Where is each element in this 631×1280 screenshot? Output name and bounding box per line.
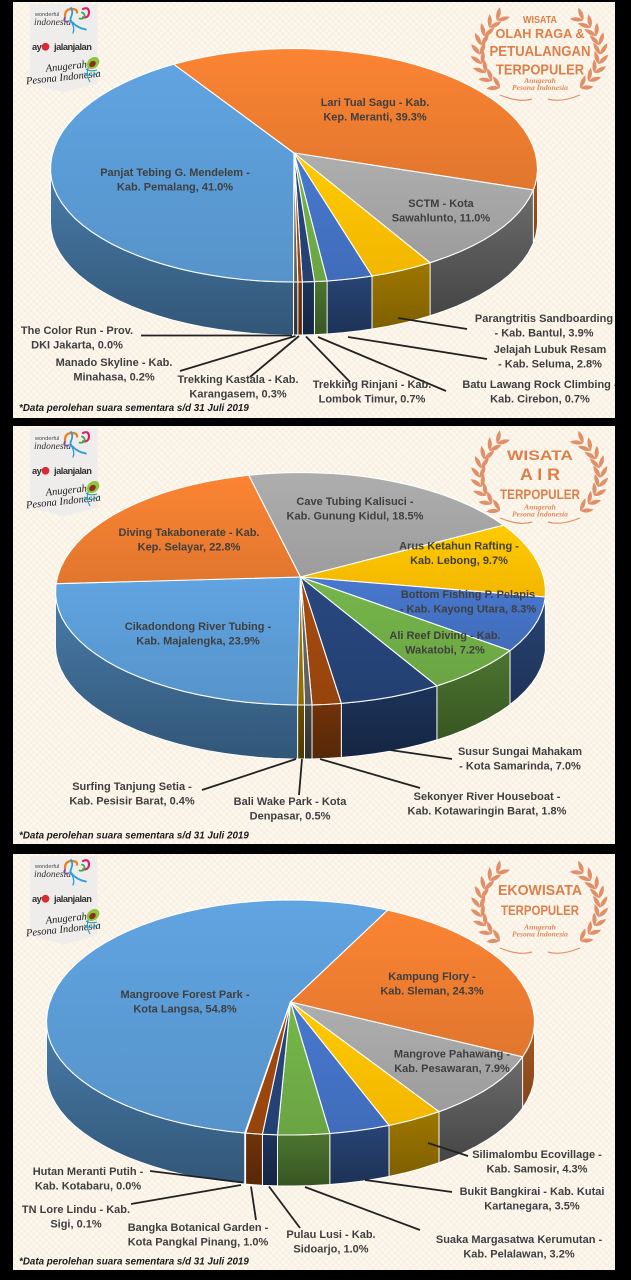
svg-text:Batu Lawang Rock Climbing -Kab: Batu Lawang Rock Climbing -Kab. Cirebon,… — [462, 379, 615, 405]
svg-text:Pulau Lusi - Kab.Sidoarjo, 1.0: Pulau Lusi - Kab. Sidoarjo, 1.0% — [286, 1229, 375, 1255]
svg-text:indonesia: indonesia — [34, 442, 71, 452]
svg-text:TN Lore Lindu - Kab.Sigi, 0.1%: TN Lore Lindu - Kab. Sigi, 0.1% — [22, 1204, 130, 1230]
svg-text:Suaka Margasatwa Kerumutan -Ka: Suaka Margasatwa Kerumutan -Kab. Pelalaw… — [436, 1234, 603, 1260]
svg-text:A I R: A I R — [520, 465, 560, 484]
svg-text:wonderful: wonderful — [34, 864, 59, 870]
svg-text:wonderful: wonderful — [34, 12, 59, 18]
svg-text:TERPOPULER: TERPOPULER — [500, 486, 580, 502]
svg-text:*Data perolehan suara sementar: *Data perolehan suara sementara s/d 31 J… — [19, 403, 249, 414]
svg-text:PETUALANGAN: PETUALANGAN — [490, 44, 591, 60]
svg-text:WISATA: WISATA — [523, 15, 557, 26]
svg-text:jalanjalan: jalanjalan — [53, 466, 92, 476]
svg-text:Pesona Indonesia: Pesona Indonesia — [512, 83, 568, 92]
svg-text:Trekking Rinjani - Kab.Lombok: Trekking Rinjani - Kab. Lombok Timur, 0.7… — [313, 379, 432, 405]
svg-text:jalanjalan: jalanjalan — [53, 42, 92, 52]
svg-text:EKOWISATA: EKOWISATA — [498, 882, 582, 899]
svg-text:OLAH RAGA &: OLAH RAGA & — [496, 26, 585, 41]
svg-text:Jelajah Lubuk Resam- Kab. Selu: Jelajah Lubuk Resam - Kab. Seluma, 2.8% — [494, 344, 607, 370]
svg-text:Parangtritis Sandboarding- Kab: Parangtritis Sandboarding - Kab. Bantul, … — [475, 313, 613, 339]
svg-text:Pesona Indonesia: Pesona Indonesia — [512, 930, 568, 939]
svg-text:Silimalombu Ecovillage -Kab. S: Silimalombu Ecovillage -Kab. Samosir, 4.… — [472, 1149, 602, 1175]
svg-text:Anugerah: Anugerah — [523, 923, 556, 932]
svg-text:Bangka Botanical Garden -Kota: Bangka Botanical Garden -Kota Pangkal Pi… — [128, 1222, 269, 1248]
svg-text:Sekonyer River Houseboat -Kab.: Sekonyer River Houseboat -Kab. Kotawarin… — [408, 791, 567, 817]
svg-text:*Data perolehan suara sementar: *Data perolehan suara sementara s/d 31 J… — [19, 1257, 249, 1268]
svg-text:Anugerah: Anugerah — [44, 59, 87, 74]
svg-text:jalanjalan: jalanjalan — [53, 894, 92, 904]
svg-text:Susur Sungai Mahakam- Kota Sam: Susur Sungai Mahakam - Kota Samarinda, 7.… — [458, 746, 582, 772]
svg-text:Hutan Meranti Putih -Kab. Kota: Hutan Meranti Putih -Kab. Kotabaru, 0.0% — [33, 1166, 144, 1192]
svg-text:Surfing Tanjung Setia -Kab. Pe: Surfing Tanjung Setia -Kab. Pesisir Bara… — [69, 781, 195, 807]
svg-text:Anugerah: Anugerah — [44, 483, 87, 498]
svg-text:Trekking Kastala - Kab.Karanga: Trekking Kastala - Kab. Karangasem, 0.3% — [177, 374, 298, 400]
svg-text:Anugerah: Anugerah — [44, 911, 87, 926]
svg-text:Anugerah: Anugerah — [523, 76, 556, 85]
svg-text:ay: ay — [32, 466, 43, 476]
svg-text:ay: ay — [32, 42, 43, 52]
svg-text:TERPOPULER: TERPOPULER — [501, 903, 579, 918]
svg-text:indonesia: indonesia — [34, 870, 71, 880]
svg-text:indonesia: indonesia — [34, 18, 71, 28]
svg-text:WISATA: WISATA — [507, 447, 573, 463]
svg-text:The Color Run - Prov.DKI Jakar: The Color Run - Prov. DKI Jakarta, 0.0% — [21, 325, 133, 351]
svg-text:Manado Skyline - Kab.Minahasa,: Manado Skyline - Kab. Minahasa, 0.2% — [56, 357, 173, 383]
svg-text:TERPOPULER: TERPOPULER — [496, 63, 584, 79]
svg-text:wonderful: wonderful — [34, 436, 59, 442]
svg-text:Anugerah: Anugerah — [523, 503, 556, 512]
svg-text:*Data perolehan suara sementar: *Data perolehan suara sementara s/d 31 J… — [19, 831, 249, 842]
svg-text:Pesona Indonesia: Pesona Indonesia — [512, 510, 568, 519]
svg-text:ay: ay — [32, 894, 43, 904]
